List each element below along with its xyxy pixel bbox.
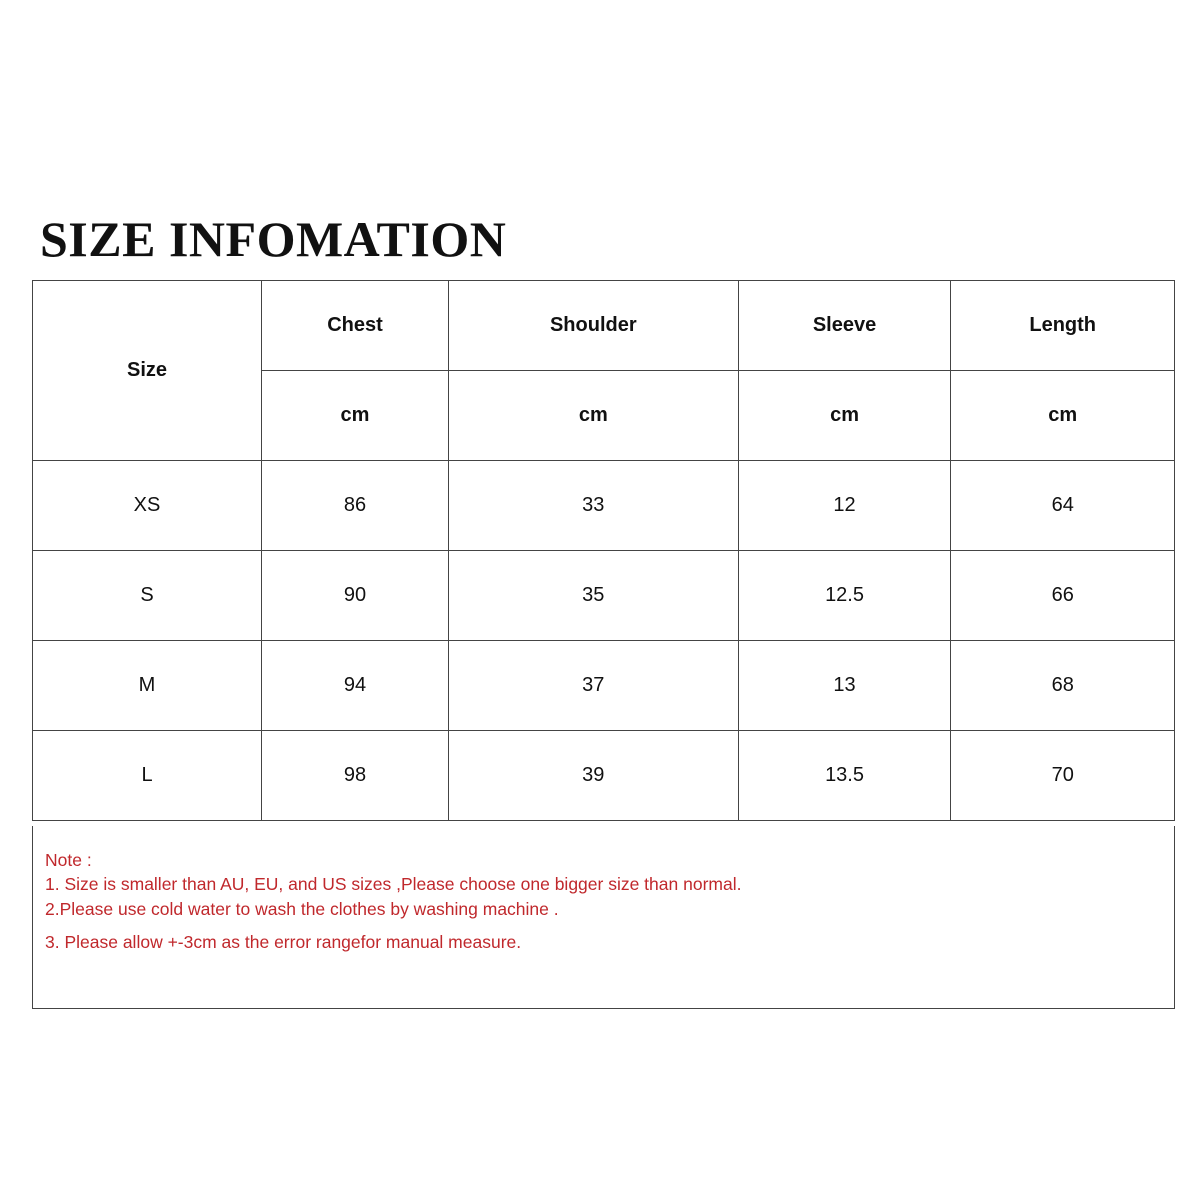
header-row: Size Chest Shoulder Sleeve Length xyxy=(32,280,1175,461)
cell-shoulder: 39 xyxy=(447,730,739,821)
table-row: XS 86 33 12 64 xyxy=(32,460,1175,551)
cell-length: 64 xyxy=(950,460,1175,551)
cell-sleeve: 13.5 xyxy=(737,730,952,821)
cell-sleeve: 12.5 xyxy=(737,550,952,641)
cell-chest: 98 xyxy=(261,730,449,821)
unit-shoulder: cm xyxy=(447,370,739,461)
notes-heading: Note : xyxy=(45,850,92,870)
cell-shoulder: 33 xyxy=(447,460,739,551)
cell-size: S xyxy=(32,550,262,641)
note-item: 1. Size is smaller than AU, EU, and US s… xyxy=(45,874,742,894)
cell-chest: 94 xyxy=(261,640,449,731)
cell-size: XS xyxy=(32,460,262,551)
cell-shoulder: 37 xyxy=(447,640,739,731)
column-header-sleeve: Sleeve xyxy=(737,280,952,371)
cell-chest: 86 xyxy=(261,460,449,551)
cell-sleeve: 13 xyxy=(737,640,952,731)
cell-length: 68 xyxy=(950,640,1175,731)
size-table: Size Chest Shoulder Sleeve Length cm cm … xyxy=(32,280,1175,821)
unit-row: cm cm cm cm xyxy=(33,370,1175,461)
cell-chest: 90 xyxy=(261,550,449,641)
cell-length: 66 xyxy=(950,550,1175,641)
table-row: L 98 39 13.5 70 xyxy=(32,730,1175,821)
size-header: Size xyxy=(32,280,262,461)
column-header-shoulder: Shoulder xyxy=(447,280,739,371)
unit-length: cm xyxy=(950,370,1175,461)
note-item: 3. Please allow +-3cm as the error range… xyxy=(45,932,522,952)
notes-box: Note : 1. Size is smaller than AU, EU, a… xyxy=(32,826,1175,1009)
table-row: S 90 35 12.5 66 xyxy=(32,550,1175,641)
column-header-chest: Chest xyxy=(261,280,449,371)
cell-shoulder: 35 xyxy=(447,550,739,641)
page-title: SIZE INFOMATION xyxy=(40,211,507,267)
cell-size: M xyxy=(32,640,262,731)
unit-sleeve: cm xyxy=(737,370,952,461)
column-header-length: Length xyxy=(950,280,1175,371)
cell-size: L xyxy=(32,730,262,821)
table-row: M 94 37 13 68 xyxy=(32,640,1175,731)
unit-chest: cm xyxy=(261,370,449,461)
cell-length: 70 xyxy=(950,730,1175,821)
cell-sleeve: 12 xyxy=(737,460,952,551)
note-item: 2.Please use cold water to wash the clot… xyxy=(45,899,559,919)
